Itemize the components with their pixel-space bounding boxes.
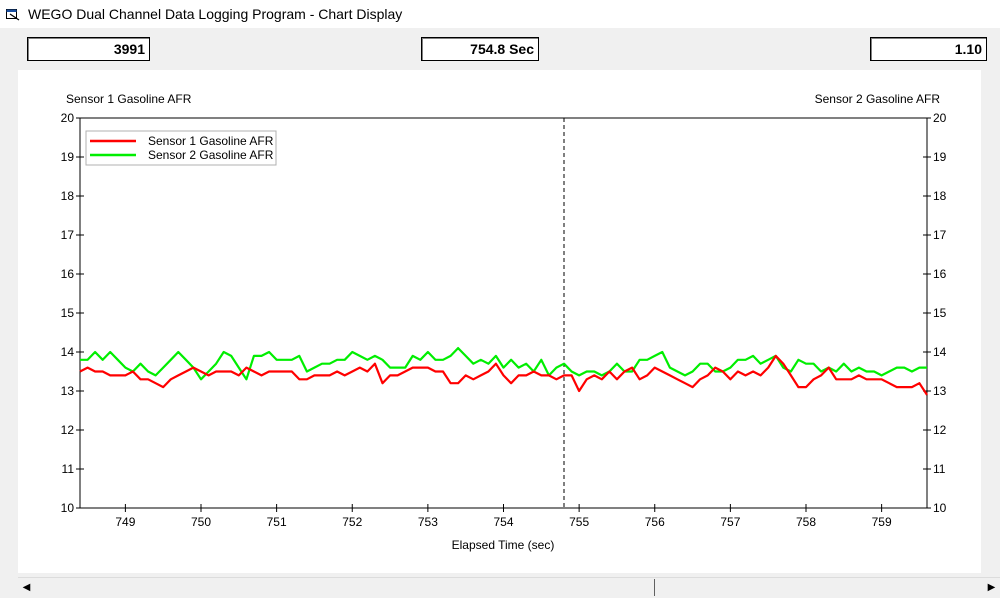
y-tick-label-left: 18	[61, 189, 75, 203]
y-tick-label-left: 15	[61, 306, 75, 320]
y-tick-label-right: 10	[933, 501, 947, 515]
x-tick-label: 753	[418, 515, 438, 529]
legend-label-sensor1: Sensor 1 Gasoline AFR	[148, 134, 274, 148]
time-scrollbar[interactable]: ◀ ▶	[18, 577, 1000, 597]
y-tick-label-left: 10	[61, 501, 75, 515]
x-tick-label: 751	[267, 515, 287, 529]
x-tick-label: 756	[645, 515, 665, 529]
y-tick-label-right: 13	[933, 384, 947, 398]
y-tick-label-left: 13	[61, 384, 75, 398]
x-tick-label: 757	[720, 515, 740, 529]
y-tick-label-right: 20	[933, 111, 947, 125]
x-tick-label: 752	[342, 515, 362, 529]
plot-frame	[79, 117, 928, 509]
right-axis-label: Sensor 2 Gasoline AFR	[815, 92, 941, 106]
y-tick-label-right: 17	[933, 228, 947, 242]
chart-panel[interactable]: Sensor 1 Gasoline AFR Sensor 2 Gasoline …	[18, 70, 981, 573]
y-tick-label-right: 18	[933, 189, 947, 203]
x-tick-label: 749	[115, 515, 135, 529]
y-tick-label-left: 14	[61, 345, 75, 359]
scroll-left-arrow-icon[interactable]: ◀	[22, 582, 31, 593]
legend-box	[85, 130, 277, 166]
y-tick-label-right: 12	[933, 423, 947, 437]
left-axis-label: Sensor 1 Gasoline AFR	[66, 92, 192, 106]
y-tick-label-right: 15	[933, 306, 947, 320]
x-tick-label: 754	[493, 515, 513, 529]
axes: 10 10 11 11 12 12 13 13 14 14 15 15 16 16 17 17 18 18 19 19…	[61, 111, 947, 529]
y-tick-label-left: 16	[61, 267, 75, 281]
series-line-sensor1	[79, 354, 928, 396]
title-bar: WEGO Dual Channel Data Logging Program -…	[0, 0, 1000, 28]
x-tick-label: 755	[569, 515, 589, 529]
series-lines	[79, 347, 928, 396]
value-readout: 1.10	[870, 37, 987, 61]
x-tick-label: 759	[872, 515, 892, 529]
y-tick-label-left: 12	[61, 423, 75, 437]
record-count-readout: 3991	[27, 37, 150, 61]
scroll-right-arrow-icon[interactable]: ▶	[987, 582, 996, 593]
x-tick-label: 750	[191, 515, 211, 529]
window-title: WEGO Dual Channel Data Logging Program -…	[28, 6, 403, 22]
scroll-thumb[interactable]	[654, 579, 655, 596]
y-tick-label-right: 14	[933, 345, 947, 359]
y-tick-label-right: 19	[933, 150, 947, 164]
legend-label-sensor2: Sensor 2 Gasoline AFR	[148, 148, 274, 162]
afr-chart[interactable]: Sensor 1 Gasoline AFR Sensor 2 Gasoline …	[18, 70, 981, 573]
y-tick-label-left: 17	[61, 228, 75, 242]
y-tick-label-right: 11	[933, 462, 946, 476]
app-window-icon	[6, 8, 20, 20]
x-axis-label: Elapsed Time (sec)	[452, 538, 555, 552]
y-tick-label-left: 19	[61, 150, 75, 164]
time-readout: 754.8 Sec	[421, 37, 539, 61]
x-tick-label: 758	[796, 515, 816, 529]
y-tick-label-left: 20	[61, 111, 75, 125]
y-tick-label-right: 16	[933, 267, 947, 281]
y-tick-label-left: 11	[62, 462, 75, 476]
